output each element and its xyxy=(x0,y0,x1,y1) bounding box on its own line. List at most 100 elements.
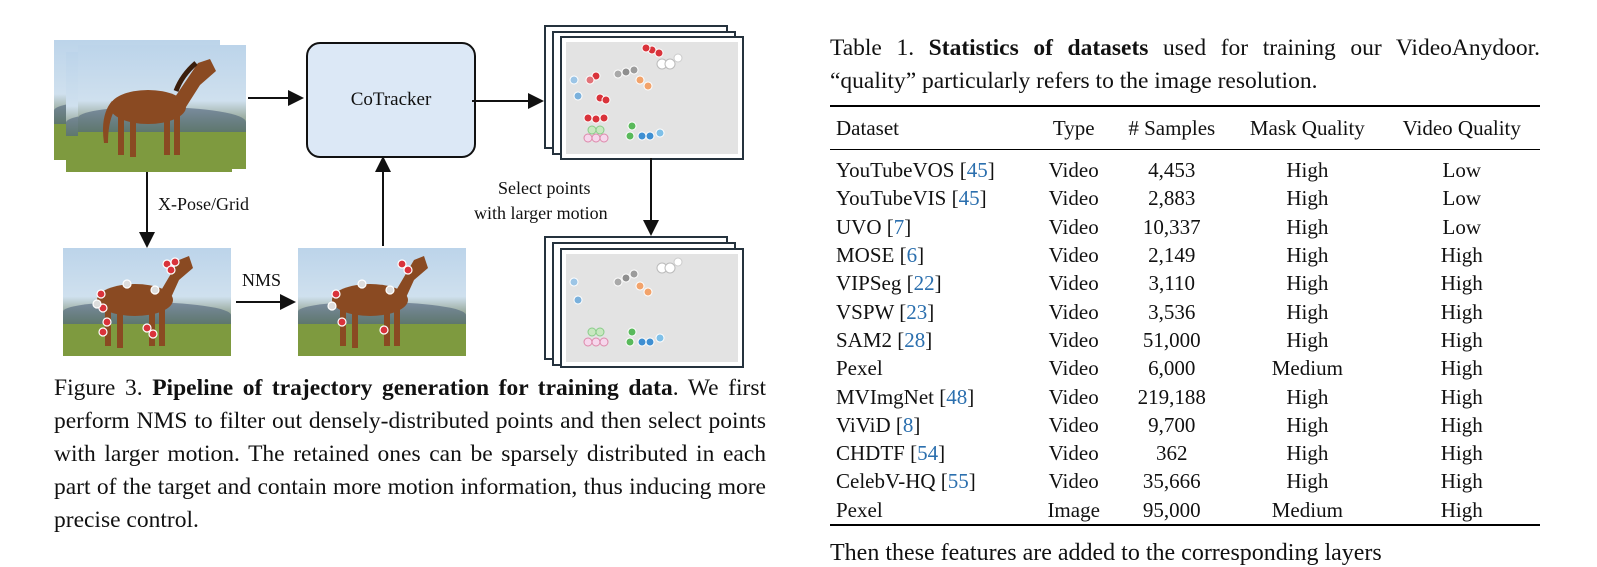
citation-link[interactable]: 23 xyxy=(906,299,928,324)
cell-dataset: Pexel xyxy=(830,495,1035,526)
citation-link[interactable]: 6 xyxy=(906,243,918,268)
keypoints-frame xyxy=(63,248,231,356)
table-row: UVO [7] Video 10,337 High Low xyxy=(830,213,1540,241)
cell-mask-quality: High xyxy=(1286,441,1329,466)
dataset-name: CelebV-HQ xyxy=(836,469,936,494)
dataset-name: VIPSeg xyxy=(836,271,902,296)
figure-caption-title: Pipeline of trajectory generation for tr… xyxy=(152,375,673,401)
cell-mask-quality: Medium xyxy=(1271,356,1343,381)
header-samples: # Samples xyxy=(1112,105,1232,150)
input-frame-front xyxy=(78,45,246,169)
cell-dataset: UVO [7] xyxy=(836,214,912,239)
cell-video-quality: High xyxy=(1440,243,1483,268)
citation-link[interactable]: 8 xyxy=(902,412,914,437)
cell-video-quality: Low xyxy=(1442,214,1482,239)
cell-video-quality: High xyxy=(1440,412,1483,437)
cell-dataset: VSPW [23] xyxy=(836,299,935,324)
cell-dataset: MOSE [6] xyxy=(836,243,925,268)
cell-type: Video xyxy=(1048,158,1099,183)
cell-samples: 9,700 xyxy=(1148,412,1196,437)
dataset-name: MOSE xyxy=(836,243,895,268)
cell-mask-quality: High xyxy=(1286,158,1329,183)
dataset-name: Pexel xyxy=(836,356,883,381)
cell-dataset: VIPSeg [22] xyxy=(836,271,942,296)
dataset-name: CHDTF xyxy=(836,441,905,466)
dataset-name: UVO xyxy=(836,214,882,239)
citation-link[interactable]: 45 xyxy=(966,158,988,183)
body-text-fragment: Then these features are added to the cor… xyxy=(830,540,1382,566)
citation-link[interactable]: 48 xyxy=(946,384,968,409)
citation-link[interactable]: 7 xyxy=(893,214,905,239)
table-row: VSPW [23] Video 3,536 High High xyxy=(830,297,1540,325)
nms-frame xyxy=(298,248,466,356)
dataset-name: Pexel xyxy=(836,497,883,522)
cell-mask-quality: High xyxy=(1286,384,1329,409)
table-row: CHDTF [54] Video 362 High High xyxy=(830,439,1540,467)
cell-type: Video xyxy=(1048,469,1099,494)
dataset-name: YouTubeVOS xyxy=(836,158,955,183)
cell-mask-quality: High xyxy=(1286,214,1329,239)
cell-mask-quality: High xyxy=(1286,299,1329,324)
header-video-quality: Video Quality xyxy=(1383,105,1540,150)
cell-dataset: CHDTF [54] xyxy=(836,441,946,466)
cell-mask-quality: High xyxy=(1286,469,1329,494)
cell-samples: 95,000 xyxy=(1112,495,1232,526)
table-row: MOSE [6] Video 2,149 High High xyxy=(830,241,1540,269)
horse-image xyxy=(103,59,216,157)
select-points-label-2: with larger motion xyxy=(474,203,608,223)
table-row: CelebV-HQ [55] Video 35,666 High High xyxy=(830,467,1540,495)
cell-mask-quality: High xyxy=(1286,186,1329,211)
cell-video-quality: High xyxy=(1440,271,1483,296)
cell-dataset: SAM2 [28] xyxy=(836,327,933,352)
datasets-table: Dataset Type # Samples Mask Quality Vide… xyxy=(830,105,1540,526)
cell-video-quality: Low xyxy=(1442,186,1482,211)
citation-link[interactable]: 22 xyxy=(913,271,935,296)
cell-dataset: YouTubeVOS [45] xyxy=(836,158,995,183)
cell-dataset: Pexel xyxy=(830,354,1035,382)
dataset-name: YouTubeVIS xyxy=(836,186,947,211)
citation-link[interactable]: 28 xyxy=(904,327,926,352)
cell-samples: 4,453 xyxy=(1148,158,1196,183)
dataset-name: ViViD xyxy=(836,412,891,437)
figure-caption-prefix: Figure 3. xyxy=(54,375,143,401)
cell-type: Video xyxy=(1048,243,1099,268)
figure-arrows xyxy=(139,90,659,310)
traj-frame-front-bottom xyxy=(560,248,744,368)
cell-samples: 3,110 xyxy=(1148,271,1196,296)
table-caption-prefix: Table 1. xyxy=(830,35,915,61)
cell-mask-quality: Medium xyxy=(1231,495,1384,526)
traj-frame-front-top xyxy=(560,36,744,160)
cell-type: Video xyxy=(1048,441,1099,466)
cotracker-label: CoTracker xyxy=(350,89,432,110)
pose-grid-label: X-Pose/Grid xyxy=(158,194,249,214)
cell-mask-quality: High xyxy=(1286,327,1329,352)
cell-type: Video xyxy=(1048,186,1099,211)
cell-samples: 3,536 xyxy=(1148,299,1196,324)
dataset-name: VSPW xyxy=(836,299,894,324)
cell-samples: 2,149 xyxy=(1148,243,1196,268)
cell-type: Video xyxy=(1048,412,1099,437)
table-row: YouTubeVOS [45] Video 4,453 High Low xyxy=(830,150,1540,185)
table-header-row: Dataset Type # Samples Mask Quality Vide… xyxy=(830,105,1540,150)
table-row: YouTubeVIS [45] Video 2,883 High Low xyxy=(830,184,1540,212)
cell-samples: 6,000 xyxy=(1148,356,1196,381)
citation-link[interactable]: 55 xyxy=(947,469,969,494)
table-caption-body: used for training our VideoAnydoor. “qua… xyxy=(830,35,1541,94)
cell-samples: 2,883 xyxy=(1148,186,1196,211)
citation-link[interactable]: 54 xyxy=(917,441,939,466)
cotracker-node: CoTracker xyxy=(306,42,476,158)
cell-dataset: CelebV-HQ [55] xyxy=(836,469,976,494)
cell-video-quality: High xyxy=(1440,469,1483,494)
cell-dataset: YouTubeVIS [45] xyxy=(836,186,987,211)
cell-video-quality: High xyxy=(1440,384,1483,409)
cell-samples: 10,337 xyxy=(1142,214,1201,239)
cell-samples: 51,000 xyxy=(1142,327,1201,352)
header-dataset: Dataset xyxy=(830,105,1035,150)
dataset-name: MVImgNet xyxy=(836,384,934,409)
table-row: ViViD [8] Video 9,700 High High xyxy=(830,411,1540,439)
citation-link[interactable]: 45 xyxy=(958,186,980,211)
header-type: Type xyxy=(1034,105,1113,150)
figure-caption-body: . We first perform NMS to filter out den… xyxy=(54,375,767,533)
cell-dataset: MVImgNet [48] xyxy=(836,384,975,409)
cell-dataset: ViViD [8] xyxy=(836,412,921,437)
